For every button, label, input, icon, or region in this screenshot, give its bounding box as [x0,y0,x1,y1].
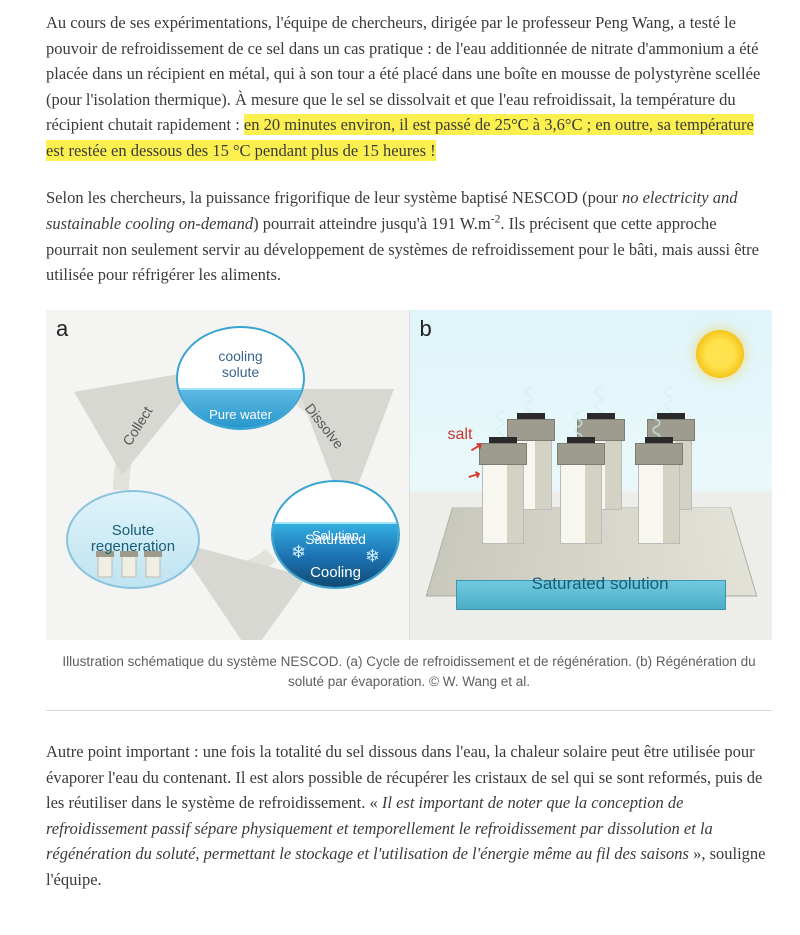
bubble-left-line1: Solute [112,522,155,539]
bubble-top-line1: cooling [218,348,262,364]
paragraph-2: Selon les chercheurs, la puissance frigo… [46,185,772,287]
snowflake-icon: ❄ [291,542,306,563]
bubble-saturated-solution: Saturated Solution Cooling ❄ ❄ [271,480,400,589]
panel-b: b ↗ ↗ salt Saturated solution [410,310,773,640]
paragraph-3: Autre point important : une fois la tota… [46,739,772,892]
p2-sup: -2 [491,213,501,225]
vapor-icon [521,379,541,431]
p2-a: Selon les chercheurs, la puissance frigo… [46,188,622,207]
sun-icon [696,330,744,378]
paragraph-1: Au cours de ses expérimentations, l'équi… [46,10,772,163]
figure-caption: Illustration schématique du système NESC… [56,652,762,693]
pillar [560,460,602,544]
panel-a: a Dissolve Collect [46,310,410,640]
bubble-top-line2: solute [222,364,259,380]
panel-b-label: b [420,316,432,342]
bubble-right-mid: Solution [273,528,398,543]
figure: a Dissolve Collect [46,310,772,640]
bubble-left-line2: regeneration [91,538,175,555]
pillar [482,460,524,544]
saturated-solution-label: Saturated solution [532,574,669,594]
p2-b: ) pourrait atteindre jusqu'à 191 W.m [253,214,491,233]
bubble-top-water-label: Pure water [178,407,303,422]
vapor-icon [571,403,591,455]
vapor-icon [649,403,669,455]
bubble-solute-regeneration: Solute regeneration [66,490,200,589]
vapor-icon [493,403,513,455]
figure-block: a Dissolve Collect [46,310,772,712]
bubble-right-bottom: Cooling [273,564,398,581]
pillar [638,460,680,544]
salt-label: salt [448,426,473,444]
bubble-cooling-solute: cooling solute Pure water [176,326,305,430]
